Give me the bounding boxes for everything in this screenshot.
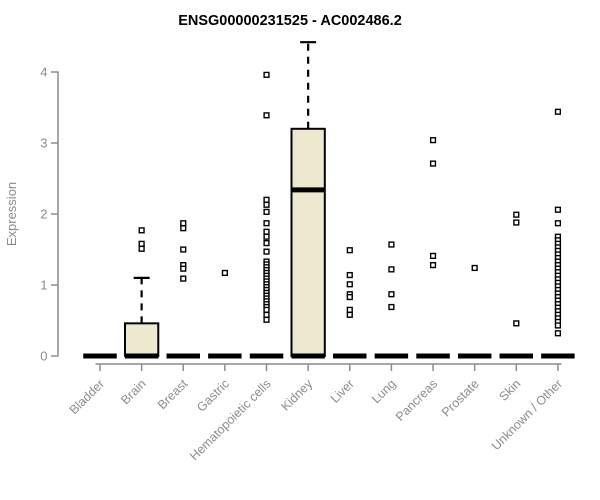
outlier-hematopoietic-cells-29 (263, 316, 270, 323)
box-brain (123, 322, 160, 357)
outlier-hematopoietic-cells-8 (263, 240, 270, 247)
outlier-lung-0 (388, 241, 395, 248)
x-tick-label-brain: Brain (118, 377, 149, 408)
y-tick-label-0: 0 (40, 349, 47, 364)
outlier-hematopoietic-cells-2 (263, 196, 270, 203)
x-tick-label-liver: Liver (328, 377, 357, 406)
y-tick-label-3: 3 (40, 136, 47, 151)
outlier-gastric-0 (221, 269, 228, 277)
outlier-hematopoietic-cells-4 (263, 208, 270, 215)
y-tick-label-2: 2 (40, 207, 47, 222)
outlier-pancreas-1 (429, 160, 437, 167)
outlier-hematopoietic-cells-28 (263, 311, 270, 318)
outlier-hematopoietic-cells-3 (263, 201, 270, 208)
outlier-lung-1 (388, 266, 395, 273)
x-tick-label-pancreas: Pancreas (393, 377, 440, 424)
outlier-breast-2 (180, 246, 187, 253)
box-kidney (290, 127, 326, 357)
outlier-pancreas-3 (429, 262, 437, 269)
outlier-hematopoietic-cells-27 (263, 306, 270, 313)
outlier-pancreas-2 (429, 252, 437, 259)
x-tick-label-lung: Lung (369, 377, 399, 407)
y-axis-title: Expression (4, 182, 19, 246)
x-tick-label-breast: Breast (155, 376, 191, 412)
outlier-hematopoietic-cells-5 (263, 220, 270, 227)
outlier-liver-6 (346, 311, 353, 318)
x-tick-label-prostate: Prostate (439, 377, 482, 420)
outlier-unknown-other-29 (554, 330, 562, 337)
y-tick-label-1: 1 (40, 278, 47, 293)
outlier-breast-1 (180, 225, 187, 232)
y-tick-label-4: 4 (40, 65, 47, 80)
outlier-unknown-other-0 (554, 108, 562, 115)
baseline-bar-kidney (291, 353, 325, 359)
outlier-hematopoietic-cells-0 (263, 71, 270, 78)
x-tick-label-gastric: Gastric (194, 377, 232, 415)
outlier-liver-1 (346, 271, 353, 279)
outlier-unknown-other-28 (554, 322, 562, 329)
chart-title: ENSG00000231525 - AC002486.2 (178, 13, 402, 29)
outlier-hematopoietic-cells-6 (263, 228, 270, 235)
outlier-brain-2 (138, 245, 145, 252)
outlier-breast-0 (180, 220, 187, 227)
outlier-breast-5 (180, 275, 187, 282)
outlier-breast-4 (180, 265, 187, 272)
x-tick-label-unknown-other: Unknown / Other (489, 377, 565, 453)
outlier-unknown-other-1 (554, 206, 562, 213)
outlier-liver-4 (346, 293, 353, 301)
outlier-lung-3 (388, 303, 395, 311)
outlier-unknown-other-2 (554, 220, 562, 227)
outlier-lung-2 (388, 291, 395, 298)
outlier-liver-2 (346, 281, 353, 288)
x-tick-label-kidney: Kidney (278, 376, 315, 413)
outlier-hematopoietic-cells-9 (263, 248, 270, 255)
outlier-skin-1 (513, 219, 520, 226)
outlier-prostate-0 (471, 264, 478, 272)
outlier-brain-1 (138, 240, 145, 247)
x-tick-label-bladder: Bladder (67, 377, 107, 417)
outlier-liver-5 (346, 306, 353, 313)
outlier-skin-2 (513, 320, 520, 327)
outlier-liver-0 (346, 247, 353, 254)
outlier-brain-0 (138, 227, 145, 234)
x-tick-label-skin: Skin (496, 377, 523, 404)
x-tick-label-hematopoietic-cells: Hematopoietic cells (187, 377, 274, 464)
outlier-pancreas-0 (429, 137, 437, 144)
outlier-hematopoietic-cells-7 (263, 233, 270, 240)
outlier-skin-0 (513, 211, 520, 218)
plot-area: 0 1 2 3 4 Expression Bladder Brain Breast Gastric… (4, 41, 575, 464)
outlier-hematopoietic-cells-1 (263, 112, 270, 119)
